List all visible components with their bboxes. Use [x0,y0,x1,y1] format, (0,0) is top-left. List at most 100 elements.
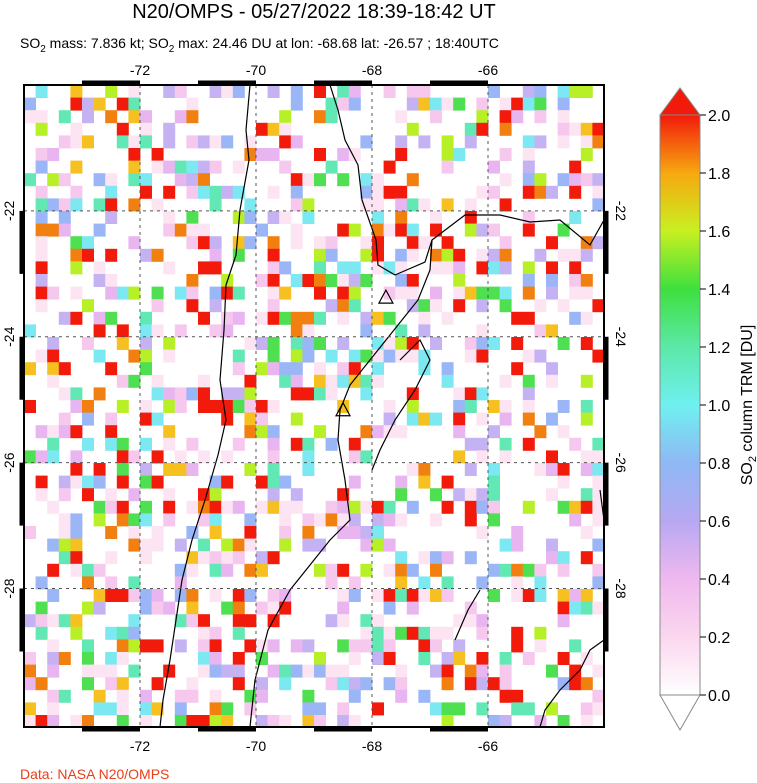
so2-pixel [93,173,106,187]
so2-pixel [128,664,141,678]
so2-pixel [163,437,176,451]
so2-pixel [35,299,48,313]
so2-pixel [47,589,60,602]
so2-pixel [256,362,268,376]
so2-pixel [209,299,222,313]
so2-pixel [279,122,292,136]
x-tick-label: -70 [246,738,266,754]
so2-pixel [580,601,593,615]
so2-pixel [47,173,60,187]
so2-pixel [279,374,292,388]
so2-pixel [476,412,489,426]
so2-pixel [290,135,303,149]
so2-pixel [128,236,141,250]
so2-pixel [302,311,315,325]
so2-pixel [302,437,315,451]
so2-pixel [546,664,558,678]
so2-pixel [476,261,489,275]
so2-pixel [174,639,187,653]
so2-pixel [534,425,547,439]
so2-pixel [372,337,384,350]
so2-pixel [511,576,524,590]
so2-pixel [488,488,500,502]
so2-pixel [546,236,558,250]
so2-pixel [244,463,257,476]
so2-pixel [105,589,118,602]
so2-pixel [476,526,489,539]
so2-pixel [372,211,384,224]
so2-pixel [406,223,419,237]
so2-pixel [279,677,292,691]
so2-pixel [186,500,199,514]
so2-pixel [580,450,593,464]
so2-pixel [221,185,234,199]
so2-pixel [337,286,350,300]
so2-pixel [441,702,454,716]
so2-pixel [174,286,187,300]
so2-pixel [453,261,466,275]
colorbar-tick-label: 1.4 [708,282,730,299]
so2-pixel [267,248,280,262]
so2-pixel [372,261,384,275]
so2-pixel [476,286,489,300]
so2-pixel [499,538,512,552]
so2-pixel [198,160,210,174]
so2-pixel [244,198,257,212]
so2-pixel [198,626,210,640]
so2-pixel [534,85,547,98]
so2-pixel [256,425,268,439]
so2-pixel [499,148,512,161]
so2-pixel [279,362,292,376]
so2-pixel [209,513,222,527]
so2-pixel [557,299,570,313]
so2-pixel [488,715,500,727]
so2-pixel [70,135,83,149]
so2-pixel [592,488,604,502]
so2-pixel [151,324,164,338]
so2-pixel [383,349,396,363]
so2-pixel [128,589,141,602]
so2-pixel [511,589,524,602]
so2-pixel [93,601,106,615]
so2-pixel [557,135,570,149]
so2-pixel [256,551,268,565]
so2-pixel [453,450,466,464]
so2-pixel [592,563,604,577]
so2-pixel [592,475,604,489]
so2-pixel [256,337,268,350]
so2-pixel [209,185,222,199]
so2-pixel [267,286,280,300]
so2-pixel [522,185,535,199]
so2-pixel [140,173,152,187]
so2-pixel [290,274,303,287]
so2-pixel [302,639,315,653]
so2-pixel [557,425,570,439]
so2-pixel [337,589,350,602]
volcano-marker [377,288,394,304]
so2-pixel [592,463,604,476]
so2-pixel [93,349,106,363]
so2-pixel [174,576,187,590]
so2-pixel [47,349,60,363]
so2-pixel [314,374,326,388]
so2-pixel [360,387,373,401]
so2-pixel [267,551,280,565]
so2-pixel [256,412,268,426]
so2-field [24,85,604,727]
so2-pixel [488,513,500,527]
so2-pixel [244,412,257,426]
so2-pixel [279,110,292,124]
so2-pixel [464,400,477,413]
so2-pixel [151,601,164,615]
colorbar-label-part: 2 [747,456,757,462]
so2-pixel [186,614,199,628]
so2-pixel [453,97,466,111]
so2-pixel [383,639,396,653]
so2-pixel [372,513,384,527]
so2-pixel [93,198,106,212]
so2-pixel [360,425,373,439]
so2-pixel [499,563,512,577]
so2-pixel [267,639,280,653]
so2-pixel [302,664,315,678]
so2-pixel [128,538,141,552]
